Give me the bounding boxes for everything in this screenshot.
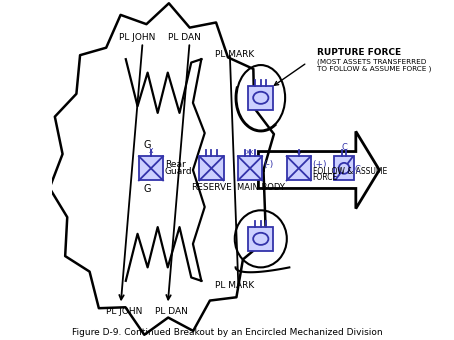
- Text: PL JOHN: PL JOHN: [119, 33, 156, 42]
- Bar: [248, 227, 273, 251]
- Text: FORCE: FORCE: [312, 173, 338, 182]
- Text: PL JOHN: PL JOHN: [106, 307, 142, 316]
- Text: xx: xx: [246, 149, 254, 154]
- Text: TO FOLLOW & ASSUME FORCE ): TO FOLLOW & ASSUME FORCE ): [317, 66, 432, 72]
- Text: RUPTURE FORCE: RUPTURE FORCE: [317, 48, 401, 57]
- Text: MAIN BODY: MAIN BODY: [237, 183, 285, 192]
- Text: G: G: [144, 140, 151, 151]
- Bar: [199, 156, 223, 181]
- Ellipse shape: [339, 163, 350, 174]
- Text: PL DAN: PL DAN: [155, 307, 188, 316]
- Text: (-): (-): [263, 160, 273, 169]
- Text: Rear: Rear: [165, 160, 186, 169]
- Bar: [238, 156, 262, 181]
- Text: (MOST ASSETS TRANSFERRED: (MOST ASSETS TRANSFERRED: [317, 58, 427, 65]
- Text: Figure D-9. Continued Breakout by an Encircled Mechanized Division: Figure D-9. Continued Breakout by an Enc…: [72, 328, 382, 337]
- Bar: [248, 86, 273, 110]
- Text: FOLLOW & ASSUME: FOLLOW & ASSUME: [312, 167, 387, 176]
- Text: x: x: [296, 149, 301, 154]
- Bar: [335, 156, 354, 181]
- Text: Guard: Guard: [165, 167, 192, 176]
- Text: x: x: [149, 146, 153, 155]
- Text: PL DAN: PL DAN: [168, 33, 201, 42]
- Bar: [286, 156, 311, 181]
- Text: RESERVE: RESERVE: [191, 183, 232, 192]
- Bar: [139, 156, 163, 181]
- Ellipse shape: [253, 233, 268, 245]
- Ellipse shape: [253, 92, 268, 104]
- Text: C: C: [341, 143, 347, 152]
- Text: C: C: [355, 166, 360, 174]
- Text: G: G: [144, 184, 151, 194]
- Text: (+): (+): [312, 160, 326, 169]
- Text: PL MARK: PL MARK: [215, 282, 255, 290]
- Text: PL MARK: PL MARK: [215, 50, 255, 58]
